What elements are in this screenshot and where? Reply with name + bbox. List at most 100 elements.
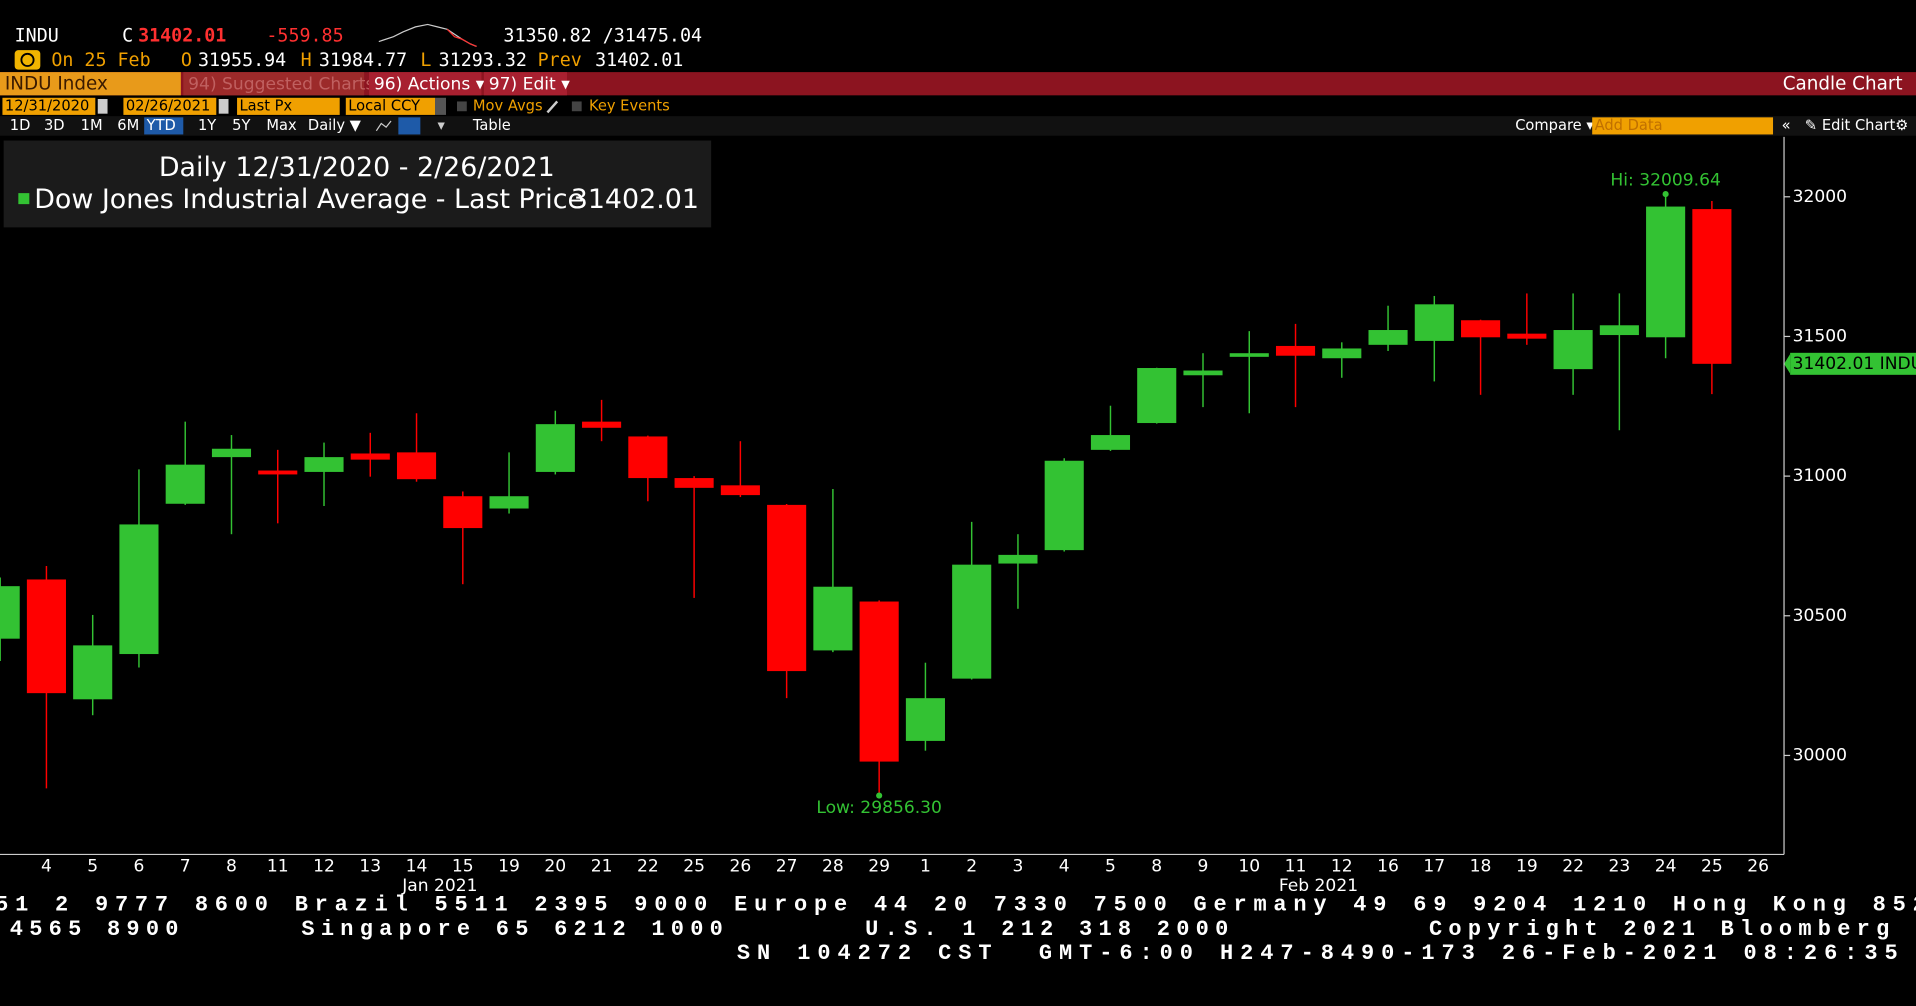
candle-body <box>73 645 113 700</box>
period-button[interactable]: 5Y <box>232 117 250 134</box>
security-field[interactable] <box>0 72 181 96</box>
more-icon[interactable]: ▾ <box>437 117 445 134</box>
candle-body <box>211 448 252 458</box>
period-button[interactable]: 1M <box>81 117 103 134</box>
x-tick-label: 29 <box>868 857 890 877</box>
x-tick-label: 5 <box>87 857 98 877</box>
candle-body <box>443 496 483 529</box>
candle-body <box>1507 333 1547 339</box>
compare[interactable]: Compare ▾ <box>1515 117 1594 134</box>
calendar-icon[interactable] <box>218 99 229 114</box>
legend-box <box>3 140 712 228</box>
last-price: 31402.01 <box>138 26 226 47</box>
calendar-icon[interactable] <box>97 99 108 114</box>
currency-selector[interactable] <box>345 97 436 115</box>
table[interactable]: Table <box>472 117 511 134</box>
x-tick-label: 23 <box>1608 857 1630 877</box>
high-label: H <box>301 50 312 71</box>
price-tag <box>1790 352 1916 375</box>
x-tick-label: 25 <box>1701 857 1723 877</box>
end-date-field[interactable] <box>123 97 217 115</box>
high-marker <box>1662 191 1669 198</box>
security: INDU Index <box>5 73 108 94</box>
x-tick-label: 10 <box>1238 857 1260 877</box>
period-button[interactable]: 3D <box>44 117 65 134</box>
frequency[interactable]: Daily ▼ <box>308 117 362 134</box>
period-button[interactable]: 1Y <box>198 117 216 134</box>
x-tick-label: 24 <box>1655 857 1677 877</box>
suggested-button[interactable] <box>183 72 365 96</box>
line-icon[interactable] <box>375 120 392 132</box>
x-tick-label: 15 <box>452 857 474 877</box>
suggested: 94) Suggested Charts <box>188 74 374 94</box>
mov-avgs: Mov Avgs <box>473 97 543 114</box>
candle-body <box>1599 325 1639 336</box>
edit-chart-icon[interactable]: ✎ <box>1805 117 1817 134</box>
price-tag-label: 31402.01 INDU <box>1793 354 1916 374</box>
candle-body <box>1368 330 1408 345</box>
x-tick-label: 12 <box>1331 857 1353 877</box>
key-events-checkbox[interactable] <box>571 101 582 112</box>
x-tick-label: 8 <box>1151 857 1162 877</box>
candle-body <box>1646 206 1686 338</box>
x-tick-label: 2 <box>966 857 977 877</box>
period-button[interactable]: 6M <box>117 117 139 134</box>
candle-body <box>396 452 437 480</box>
x-tick-label: 26 <box>1747 857 1769 877</box>
collapse-icon[interactable]: « <box>1782 117 1791 134</box>
x-tick-label: 5 <box>1105 857 1116 877</box>
x-tick-label: 4 <box>1059 857 1070 877</box>
end-date: 02/26/2021 <box>126 97 210 114</box>
legend-series: Dow Jones Industrial Average - Last Pric… <box>34 184 584 215</box>
legend-title: Daily 12/31/2020 - 2/26/2021 <box>159 152 555 183</box>
quote-date: On 25 Feb <box>51 50 150 71</box>
candle-body <box>628 436 668 479</box>
x-tick-label: 4 <box>41 857 52 877</box>
x-tick-label: 17 <box>1423 857 1445 877</box>
plot-area <box>0 194 1732 796</box>
y-tick-label: 32000 <box>1793 187 1847 207</box>
x-tick-label: 25 <box>683 857 705 877</box>
candle-icon[interactable] <box>398 117 421 135</box>
month-label: Feb 2021 <box>1279 876 1358 896</box>
alert-icon[interactable] <box>14 50 41 70</box>
candle-body <box>119 524 159 655</box>
high-value: 31984.77 <box>319 50 407 71</box>
start-date-field[interactable] <box>2 97 96 115</box>
field-selector[interactable] <box>237 97 340 115</box>
footer-line: 51 2 9777 8600 Brazil 5511 2395 9000 Eur… <box>0 892 1916 917</box>
candle-body <box>1137 368 1177 424</box>
candle-body <box>1044 460 1084 551</box>
candle-body <box>304 457 344 472</box>
candle-body <box>1275 345 1316 356</box>
x-tick-label: 16 <box>1377 857 1399 877</box>
pencil-icon[interactable] <box>546 100 559 114</box>
candle-body <box>1461 320 1501 338</box>
settings-icon[interactable]: ⚙ <box>1895 117 1908 134</box>
add-data-field[interactable] <box>1592 117 1774 135</box>
y-tick-label: 31000 <box>1793 466 1847 486</box>
y-tick-label: 30000 <box>1793 745 1847 765</box>
currency-dropdown[interactable] <box>435 97 447 115</box>
period-buttons: 1D 3D 1M 6M YTD 1Y 5Y Max <box>10 117 297 135</box>
period-button[interactable]: Max <box>266 117 297 134</box>
candle-body <box>1692 209 1732 364</box>
sparkline-tail <box>446 28 477 48</box>
edit-button[interactable] <box>483 72 567 96</box>
period-button-active[interactable] <box>144 117 184 135</box>
candle-body <box>165 464 205 504</box>
actions-button[interactable] <box>369 72 482 96</box>
period-button[interactable]: YTD <box>146 117 176 134</box>
start-date: 12/31/2020 <box>5 97 89 114</box>
period-button[interactable]: 1D <box>10 117 31 134</box>
candle-body <box>1414 304 1454 341</box>
candle-body <box>1322 348 1362 359</box>
mov-avgs-checkbox[interactable] <box>457 101 467 112</box>
y-tick-label: 30500 <box>1793 606 1847 626</box>
period-bar <box>0 116 1916 136</box>
legend-swatch <box>18 193 30 205</box>
edit-chart[interactable]: Edit Chart <box>1822 117 1896 134</box>
